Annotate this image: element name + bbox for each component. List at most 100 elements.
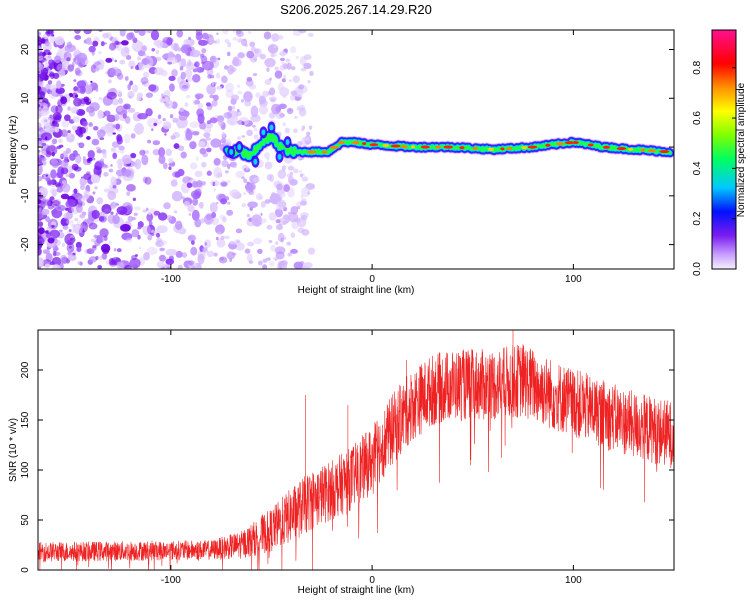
- noise-blob: [175, 220, 183, 230]
- noise-blob: [38, 247, 42, 256]
- noise-blob: [270, 244, 276, 252]
- noise-blob: [91, 138, 100, 146]
- noise-blob: [133, 30, 140, 34]
- noise-blob: [164, 102, 170, 107]
- noise-blob: [264, 152, 271, 159]
- noise-blob: [102, 150, 105, 154]
- noise-blob: [192, 131, 200, 136]
- noise-blob: [137, 221, 144, 228]
- noise-blob: [60, 96, 68, 104]
- noise-blob: [289, 171, 294, 177]
- noise-blob: [171, 190, 183, 202]
- noise-blob: [172, 131, 181, 139]
- noise-blob: [232, 105, 236, 110]
- noise-blob: [279, 112, 285, 118]
- noise-blob: [78, 126, 87, 134]
- noise-blob: [142, 225, 152, 236]
- noise-blob: [163, 89, 171, 100]
- noise-blob: [75, 204, 83, 214]
- noise-blob: [121, 154, 132, 164]
- noise-blob: [268, 239, 273, 244]
- ridge-blob-core: [277, 153, 282, 160]
- noise-blob: [116, 150, 120, 153]
- noise-blob: [246, 129, 253, 137]
- noise-blob: [50, 188, 57, 195]
- noise-blob: [53, 251, 61, 257]
- noise-blob: [123, 133, 131, 144]
- noise-blob: [137, 235, 141, 240]
- noise-blob: [217, 57, 221, 61]
- noise-blob: [59, 229, 63, 232]
- noise-blob: [290, 95, 296, 101]
- noise-blob: [233, 238, 241, 246]
- noise-blob: [52, 112, 62, 121]
- noise-blob: [63, 114, 71, 122]
- noise-blob: [108, 168, 114, 173]
- noise-blob: [46, 180, 52, 186]
- noise-blob: [38, 77, 41, 83]
- colorbar-tick-label: 0.4: [692, 161, 703, 175]
- noise-blob: [200, 53, 205, 58]
- noise-blob: [298, 107, 307, 117]
- noise-blob: [270, 98, 275, 102]
- noise-blob: [305, 136, 310, 142]
- noise-blob: [260, 212, 263, 216]
- noise-blob: [222, 124, 226, 128]
- noise-blob: [281, 165, 287, 172]
- noise-blob: [138, 246, 142, 250]
- noise-blob: [173, 43, 179, 52]
- ridge-hotspot: [420, 145, 430, 149]
- noise-blob: [293, 115, 298, 119]
- noise-blob: [244, 182, 256, 191]
- noise-blob: [226, 251, 236, 260]
- noise-blob: [38, 152, 41, 158]
- noise-blob: [38, 35, 42, 42]
- noise-blob: [146, 246, 158, 255]
- noise-blob: [301, 125, 306, 130]
- noise-blob: [250, 46, 256, 52]
- ridge-hotspot: [564, 141, 575, 145]
- noise-blob: [102, 152, 107, 159]
- noise-blob: [51, 210, 55, 214]
- noise-blob: [287, 252, 293, 257]
- noise-blob: [213, 158, 221, 166]
- noise-blob: [211, 82, 215, 86]
- noise-blob: [195, 156, 199, 161]
- noise-blob: [209, 94, 215, 99]
- noise-blob: [216, 86, 222, 90]
- noise-blob: [290, 90, 298, 96]
- noise-blob: [266, 157, 270, 161]
- noise-blob: [108, 79, 112, 84]
- noise-blob: [129, 258, 141, 269]
- noise-blob: [106, 91, 117, 100]
- noise-blob: [274, 258, 277, 261]
- noise-blob: [67, 64, 75, 72]
- noise-blob: [64, 44, 77, 52]
- noise-blob: [100, 41, 105, 47]
- noise-blob: [205, 122, 213, 129]
- noise-blob: [244, 100, 252, 107]
- noise-blob: [194, 170, 203, 178]
- noise-blob: [219, 256, 225, 261]
- noise-blob: [71, 92, 78, 99]
- noise-blob: [192, 197, 198, 206]
- noise-blob: [77, 132, 84, 138]
- noise-blob: [51, 160, 60, 168]
- noise-blob: [142, 53, 147, 57]
- noise-blob: [282, 206, 288, 212]
- colorbar: 0.0 0.2 0.4 0.6 0.8 Normalized spectral ampl…: [692, 29, 747, 276]
- noise-blob: [215, 236, 219, 241]
- noise-blob: [190, 246, 198, 256]
- noise-blob: [133, 212, 138, 216]
- noise-blob: [60, 154, 64, 158]
- noise-blob: [141, 57, 150, 66]
- noise-blob: [252, 73, 256, 77]
- noise-blob: [45, 40, 50, 47]
- noise-blob: [230, 67, 237, 73]
- noise-blob: [203, 132, 211, 138]
- noise-blob: [232, 36, 238, 41]
- noise-blob: [244, 248, 251, 254]
- noise-blob: [87, 149, 95, 159]
- noise-blob: [79, 85, 86, 95]
